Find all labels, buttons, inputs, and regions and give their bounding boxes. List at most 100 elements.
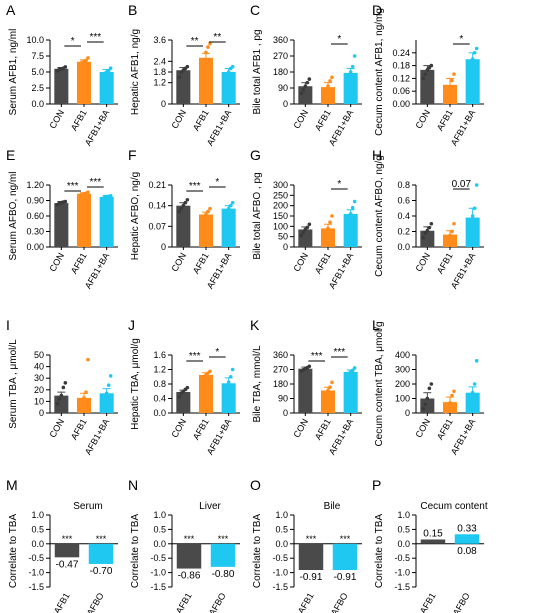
data-point bbox=[328, 79, 332, 83]
y-tick-label: 0.8 bbox=[397, 180, 410, 190]
data-point bbox=[86, 357, 90, 362]
bar-afb1-ba bbox=[343, 72, 358, 104]
panel-m: M -1.5 -1.0 -0.5 0.0 0.5 1.0 Correlate to TBA Se… bbox=[6, 477, 118, 613]
y-tick-label: 0 bbox=[161, 99, 166, 109]
data-point bbox=[446, 89, 450, 93]
y-axis-label: Serum AFBO, ng/ml bbox=[8, 172, 19, 261]
x-tick-label: CON bbox=[169, 108, 188, 130]
data-point bbox=[330, 380, 334, 385]
significance-label: * bbox=[215, 177, 219, 188]
y-tick-label: 0.30 bbox=[26, 227, 44, 237]
bar-afb1-ba bbox=[99, 72, 114, 104]
y-tick-label: 0.0 bbox=[397, 242, 410, 252]
data-point bbox=[307, 364, 312, 369]
y-tick-label: 180 bbox=[273, 379, 288, 389]
bar-value-label: -0.91 bbox=[300, 572, 323, 583]
x-tick-label: AFBO bbox=[451, 591, 472, 613]
bar-con bbox=[298, 86, 313, 104]
data-point bbox=[344, 80, 349, 85]
y-tick-label: -0.5 bbox=[394, 553, 410, 563]
data-point bbox=[80, 399, 84, 404]
data-point bbox=[61, 385, 66, 390]
y-tick-label: 90 bbox=[278, 394, 288, 404]
y-tick-label: -0.5 bbox=[272, 553, 288, 563]
y-tick-label: 0.00 bbox=[26, 242, 44, 252]
panel-o: O -1.5 -1.0 -0.5 0.0 0.5 1.0 Correlate to TBA Bi… bbox=[250, 477, 362, 613]
significance-label: *** bbox=[184, 534, 195, 544]
data-point bbox=[425, 228, 430, 233]
data-point bbox=[185, 64, 190, 69]
data-point bbox=[108, 194, 113, 198]
data-point bbox=[423, 72, 428, 76]
x-tick-label: CON bbox=[291, 417, 310, 439]
y-tick-label: 0.0 bbox=[153, 408, 166, 418]
y-tick-label: 0.06 bbox=[392, 86, 410, 96]
y-tick-label: 0.0 bbox=[31, 99, 44, 109]
bar-afb1-ba bbox=[465, 392, 480, 413]
bar-afb1 bbox=[198, 57, 214, 104]
data-point bbox=[328, 220, 332, 224]
y-tick-label: 300 bbox=[395, 365, 410, 375]
x-tick-label: AFB1 bbox=[52, 591, 72, 613]
data-point bbox=[202, 215, 206, 220]
y-axis-label: Serum TBA , μmol/L bbox=[8, 339, 19, 429]
significance-label: *** bbox=[189, 351, 201, 362]
data-point bbox=[202, 57, 206, 62]
significance-label: *** bbox=[333, 347, 345, 358]
data-point bbox=[322, 93, 326, 97]
y-tick-label: -1.5 bbox=[394, 582, 410, 592]
data-point bbox=[344, 222, 349, 227]
data-point bbox=[301, 230, 306, 235]
panel-letter: A bbox=[6, 2, 16, 18]
y-tick-label: 1.0 bbox=[31, 510, 44, 520]
data-point bbox=[472, 51, 477, 55]
bar-value-label: -0.47 bbox=[56, 559, 79, 570]
data-point bbox=[324, 89, 328, 94]
x-tick-label: AFB1 bbox=[69, 108, 89, 132]
data-point bbox=[299, 233, 304, 238]
y-tick-label: 2.4 bbox=[153, 56, 166, 66]
x-tick-label: CON bbox=[413, 417, 432, 439]
data-point bbox=[200, 218, 204, 223]
panel-letter: D bbox=[372, 2, 382, 18]
data-point bbox=[452, 221, 456, 226]
data-point bbox=[344, 374, 349, 378]
significance-label: ** bbox=[191, 36, 199, 47]
data-point bbox=[444, 409, 448, 414]
bar-afb1-ba bbox=[465, 59, 480, 104]
y-tick-label: 200 bbox=[395, 379, 410, 389]
panel-title: Serum bbox=[73, 501, 102, 512]
data-point bbox=[474, 183, 479, 187]
x-tick-label: AFB1 bbox=[435, 417, 455, 441]
significance-label: ** bbox=[213, 32, 221, 43]
y-tick-label: 0.4 bbox=[397, 211, 410, 221]
y-tick-label: 0.4 bbox=[153, 394, 166, 404]
panel-letter: O bbox=[250, 477, 261, 493]
y-axis-label: Correlate to TBA bbox=[374, 514, 385, 589]
data-point bbox=[226, 380, 231, 384]
significance-label: * bbox=[71, 36, 75, 47]
panel-letter: E bbox=[6, 147, 15, 163]
data-point bbox=[466, 229, 471, 234]
significance-label: *** bbox=[67, 181, 79, 192]
data-point bbox=[450, 393, 454, 398]
significance-label: * bbox=[215, 347, 219, 358]
bar-value-label: -0.91 bbox=[334, 572, 357, 583]
data-point bbox=[305, 225, 310, 230]
y-tick-label: -1.5 bbox=[272, 582, 288, 592]
bar-con bbox=[54, 68, 69, 104]
bar-con bbox=[176, 205, 191, 247]
data-point bbox=[226, 206, 231, 211]
y-tick-label: 30 bbox=[34, 373, 44, 383]
x-tick-label: AFBO bbox=[85, 591, 106, 613]
panel-d: D 0.00 0.06 0.12 0.18 0.24 Cecum content AFB1,… bbox=[372, 2, 484, 147]
y-tick-label: 0.5 bbox=[275, 524, 288, 534]
significance-label: *** bbox=[306, 534, 317, 544]
data-point bbox=[55, 401, 60, 406]
y-tick-label: 5.0 bbox=[31, 67, 44, 77]
bar-value-label: -0.86 bbox=[178, 571, 201, 582]
data-point bbox=[429, 63, 434, 68]
